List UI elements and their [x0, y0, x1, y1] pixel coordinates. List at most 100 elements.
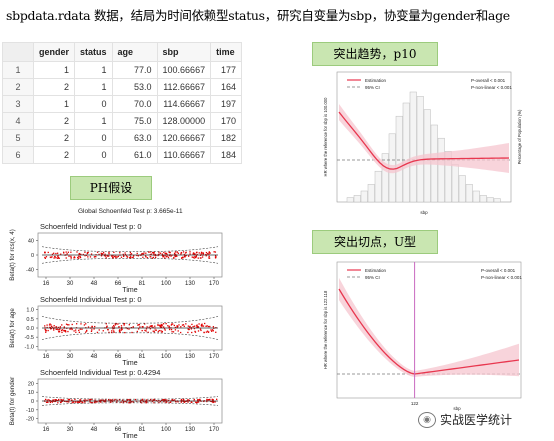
- table-cell[interactable]: 197: [210, 95, 243, 113]
- residual-point: [58, 329, 60, 331]
- residual-point: [181, 257, 183, 259]
- table-cell[interactable]: 53.0: [111, 78, 158, 96]
- residual-point: [88, 399, 90, 401]
- page-title: sbpdata.rdata 数据，结局为时间依赖型status，研究自变量为sb…: [6, 8, 510, 23]
- residual-point: [168, 328, 171, 331]
- table-cell[interactable]: 2: [32, 146, 76, 164]
- x-tick-label: 48: [91, 281, 98, 287]
- table-cell[interactable]: 70.0: [111, 95, 158, 113]
- residual-point: [208, 252, 210, 254]
- table-row[interactable]: 5 2 0 63.0 120.66667 182: [2, 129, 243, 147]
- x-tick-label: 48: [91, 427, 98, 433]
- table-cell[interactable]: 112.66667: [156, 78, 212, 96]
- residual-point: [74, 398, 76, 401]
- residual-point: [206, 253, 209, 255]
- residual-point: [205, 255, 207, 257]
- column-header[interactable]: time: [210, 42, 243, 62]
- residual-point: [214, 401, 216, 403]
- table-row[interactable]: 3 1 0 70.0 114.66667 197: [2, 95, 243, 113]
- histogram-bar: [416, 96, 424, 203]
- table-cell[interactable]: 1: [32, 61, 76, 79]
- residual-point: [138, 328, 140, 330]
- table-row[interactable]: 4 2 1 75.0 128.00000 170: [2, 112, 243, 130]
- table-cell[interactable]: 114.66667: [156, 95, 212, 113]
- table-cell[interactable]: 75.0: [111, 112, 158, 130]
- residual-point: [57, 256, 60, 259]
- table-row[interactable]: 6 2 0 61.0 110.66667 184: [2, 146, 243, 164]
- residual-point: [86, 252, 89, 254]
- table-cell[interactable]: 61.0: [111, 146, 158, 164]
- table-row[interactable]: 2 2 1 53.0 112.66667 164: [2, 78, 243, 96]
- residual-point: [145, 330, 147, 332]
- residual-point: [164, 329, 166, 331]
- table-cell[interactable]: 120.66667: [156, 129, 212, 147]
- residual-point: [85, 330, 88, 332]
- residual-point: [173, 256, 175, 259]
- table-cell[interactable]: 184: [210, 146, 243, 164]
- table-cell[interactable]: 1: [32, 95, 76, 113]
- table-cell[interactable]: 100.66667: [156, 61, 212, 79]
- table-cell[interactable]: 2: [32, 112, 76, 130]
- residual-point: [130, 401, 133, 403]
- table-cell[interactable]: 2: [32, 78, 76, 96]
- residual-point: [180, 401, 182, 403]
- table-cell[interactable]: 177: [210, 61, 243, 79]
- residual-point: [144, 255, 147, 257]
- residual-point: [102, 253, 104, 255]
- residual-point: [128, 324, 130, 326]
- residual-point: [143, 400, 145, 403]
- table-cell[interactable]: 128.00000: [156, 112, 212, 130]
- residual-point: [183, 401, 185, 403]
- residual-point: [177, 330, 179, 332]
- residual-point: [83, 399, 85, 402]
- column-header[interactable]: age: [111, 42, 158, 62]
- table-cell[interactable]: 1: [74, 78, 113, 96]
- residual-point: [215, 331, 217, 333]
- table-cell[interactable]: 77.0: [111, 61, 158, 79]
- residual-point: [162, 323, 165, 325]
- residual-point: [210, 330, 213, 332]
- residual-point: [162, 255, 165, 257]
- table-cell[interactable]: 110.66667: [156, 146, 212, 164]
- table-cell[interactable]: 182: [210, 129, 243, 147]
- column-header[interactable]: status: [74, 42, 113, 62]
- column-header[interactable]: gender: [32, 42, 76, 62]
- residual-point: [209, 325, 211, 328]
- residual-point: [197, 325, 199, 328]
- residual-point: [75, 331, 77, 333]
- residual-point: [87, 326, 90, 328]
- residual-point: [211, 401, 213, 403]
- y-tick-label: -10: [26, 408, 34, 414]
- table-cell[interactable]: 170: [210, 112, 243, 130]
- residual-point: [195, 401, 197, 403]
- residual-point: [87, 251, 89, 254]
- table-cell[interactable]: 0: [74, 129, 113, 147]
- table-cell[interactable]: 0: [74, 95, 113, 113]
- residual-point: [174, 251, 177, 253]
- column-header[interactable]: sbp: [156, 42, 212, 62]
- residual-point: [185, 254, 187, 257]
- residual-point: [181, 399, 183, 401]
- table-cell[interactable]: 0: [74, 146, 113, 164]
- table-row[interactable]: 1 1 1 77.0 100.66667 177: [2, 61, 243, 79]
- residual-point: [163, 251, 165, 254]
- residual-point: [46, 324, 48, 326]
- residual-point: [112, 328, 114, 330]
- residual-point: [192, 256, 194, 258]
- histogram-bar: [486, 197, 494, 203]
- residual-point: [70, 257, 72, 259]
- residual-point: [165, 401, 167, 403]
- residual-point: [183, 255, 186, 257]
- residual-point: [206, 400, 208, 403]
- residual-point: [211, 329, 214, 331]
- table-cell[interactable]: 63.0: [111, 129, 158, 147]
- residual-point: [172, 399, 174, 401]
- table-cell[interactable]: 1: [74, 61, 113, 79]
- table-cell[interactable]: 2: [32, 129, 76, 147]
- residual-point: [57, 257, 59, 259]
- residual-point: [193, 253, 195, 255]
- table-cell[interactable]: 1: [74, 112, 113, 130]
- table-cell[interactable]: 164: [210, 78, 243, 96]
- x-tick-label: 48: [91, 354, 98, 360]
- residual-point: [52, 399, 55, 401]
